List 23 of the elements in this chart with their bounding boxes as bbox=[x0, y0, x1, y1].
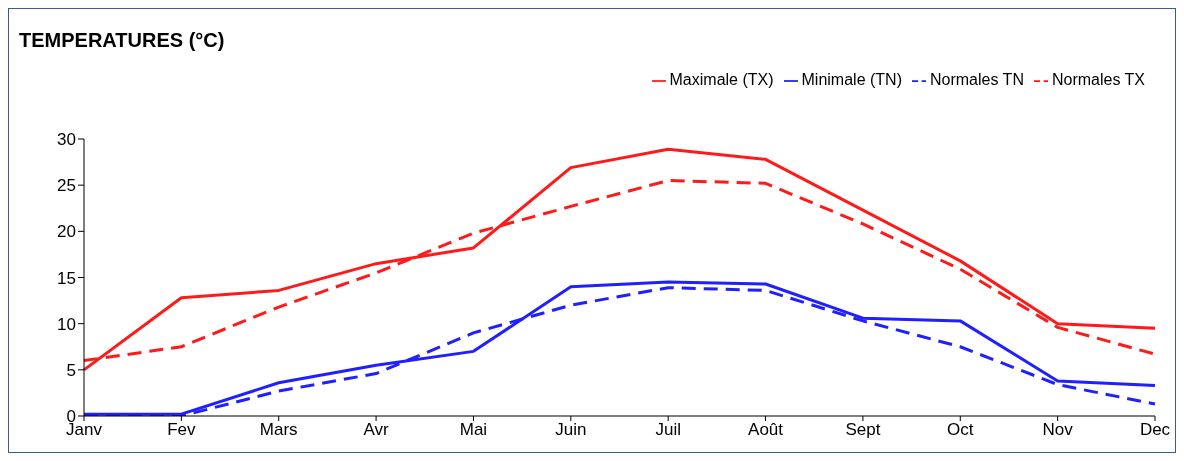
legend-label: Minimale (TN) bbox=[801, 71, 902, 88]
x-tick-label: Avr bbox=[363, 420, 390, 440]
y-tick-label: 20 bbox=[57, 222, 76, 242]
x-tick-label: Juin bbox=[555, 420, 587, 440]
x-tick-label: Mars bbox=[259, 420, 298, 440]
y-tick-label: 5 bbox=[66, 360, 76, 380]
x-tick-label: Fev bbox=[167, 420, 197, 440]
x-tick-label: Nov bbox=[1042, 420, 1074, 440]
line-series bbox=[82, 147, 1157, 372]
x-tick-label: Oct bbox=[947, 420, 974, 440]
chart-title: TEMPERATURES (°C) bbox=[19, 29, 225, 52]
y-tick-label: 30 bbox=[57, 130, 76, 150]
x-tick-label: Sept bbox=[845, 420, 881, 440]
legend-label: Maximale (TX) bbox=[669, 71, 774, 88]
y-tick-label: 25 bbox=[57, 176, 76, 196]
x-tick-label: Dec bbox=[1139, 420, 1171, 440]
x-tick-label: Mai bbox=[459, 420, 488, 440]
legend-label: Normales TN bbox=[929, 71, 1024, 88]
legend-label: Normales TX bbox=[1051, 71, 1145, 88]
y-tick-label: 10 bbox=[57, 314, 76, 334]
y-tick-label: 15 bbox=[57, 268, 76, 288]
x-tick-label: Juil bbox=[655, 420, 681, 440]
x-tick-label: Août bbox=[748, 420, 784, 440]
